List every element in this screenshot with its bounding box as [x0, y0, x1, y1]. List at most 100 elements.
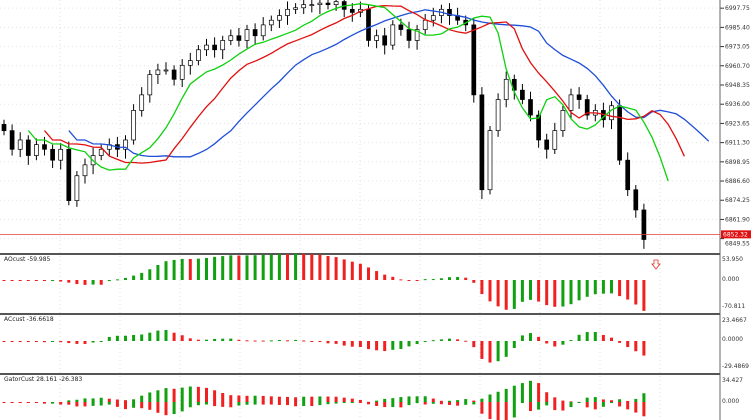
ac-bar [18, 341, 22, 342]
ao-bar [626, 280, 630, 300]
gator-upper-bar [213, 390, 217, 402]
gator-lower-bar [464, 402, 468, 405]
price-axis-label: 6874.25 [725, 197, 750, 204]
candle-bull [414, 29, 420, 41]
ao-bar [253, 255, 257, 280]
ac-bar [553, 341, 557, 347]
gator-upper-bar [188, 386, 192, 402]
candle-bear [520, 89, 525, 100]
ac-bar [148, 332, 152, 341]
ac-bar [286, 340, 289, 342]
candle-bull [552, 130, 558, 150]
gator-upper-bar [472, 400, 476, 402]
ao-bar [342, 259, 346, 280]
gator-upper-bar [383, 398, 387, 402]
gator-lower-bar [196, 402, 200, 406]
gator-upper-bar [107, 398, 111, 402]
gator-upper-bar [156, 390, 160, 402]
candle-bear [252, 29, 258, 37]
gator-upper-bar [391, 398, 395, 402]
candle-bull [34, 144, 39, 156]
ao-bar [172, 259, 176, 280]
candle-bull [333, 1, 339, 6]
candle-bull [422, 19, 428, 30]
ac-bar [180, 335, 184, 341]
candle-bull [228, 35, 234, 41]
ao-bar [448, 277, 451, 280]
ac-bar [496, 341, 500, 362]
gator-upper-bar [91, 398, 95, 402]
gator-lower-bar [415, 402, 419, 404]
gator-lower-bar [423, 402, 427, 405]
ac-bar [188, 338, 192, 341]
current-price-tag [721, 230, 751, 239]
ao-bar [431, 279, 435, 281]
candle-bear [633, 189, 639, 211]
candle-bull [285, 8, 290, 16]
gator-lower-bar [140, 402, 144, 409]
ac-bar [464, 340, 468, 342]
ac-bar [67, 341, 71, 344]
gator-upper-bar [480, 398, 484, 402]
gator-lower-bar [302, 402, 306, 407]
ac-bar [601, 334, 605, 341]
ac-bar [383, 341, 387, 352]
ac-bar [512, 341, 516, 349]
candle-bear [236, 35, 242, 41]
gator-lower-bar [626, 402, 630, 410]
ao-label: AOcust -59.985 [4, 256, 51, 263]
gator-lower-bar [504, 402, 508, 420]
gator-lower-bar [188, 402, 192, 408]
candle-bull [147, 74, 153, 96]
gator-upper-bar [132, 399, 136, 402]
price-axis-label: 6973.05 [725, 44, 750, 51]
candle-bear [641, 209, 647, 240]
ao-bar [496, 280, 500, 307]
gator-lower-bar [261, 402, 265, 405]
ao-bar [520, 280, 524, 302]
gator-lower-bar [585, 402, 589, 408]
gator-lower-bar [91, 402, 95, 406]
gator-lower-bar [342, 402, 346, 403]
gator-lower-bar [164, 402, 168, 416]
ao-bar [561, 280, 565, 307]
ao-bar [326, 256, 330, 280]
ao-bar [164, 261, 168, 280]
candle-bear [406, 29, 412, 41]
ao-bar [318, 254, 322, 280]
candle-bear [382, 35, 388, 46]
ac-bar [43, 341, 46, 343]
ac-bar [480, 341, 484, 359]
ao-bar [601, 280, 605, 294]
ac-bar [107, 336, 111, 341]
ac-bar [326, 341, 330, 344]
ao-bar [51, 280, 55, 282]
candle-bull [268, 19, 274, 26]
ac-bar [626, 341, 630, 348]
price-axis-label: 6936.00 [725, 101, 750, 108]
sell-arrow-icon [651, 259, 661, 270]
ac-bar [618, 341, 622, 343]
ao-bar [593, 280, 597, 295]
gator-lower-bar [237, 402, 241, 406]
current-price-text: 6852.32 [723, 231, 748, 238]
ao-bar [237, 255, 241, 280]
price-axis-label: 6886.60 [725, 178, 750, 185]
candle-bull [568, 94, 574, 111]
ac-axis-zero: 0.0000 [722, 336, 743, 343]
ao-bar [391, 276, 395, 280]
candle-bull [98, 148, 104, 156]
ao-bar [59, 280, 63, 282]
candle-bull [74, 175, 80, 201]
gator-lower-bar [496, 402, 500, 420]
ac-bar [196, 339, 200, 341]
candle-bear [42, 144, 47, 150]
gator-upper-bar [431, 398, 435, 402]
gator-upper-bar [229, 395, 233, 402]
ao-bar [132, 275, 136, 280]
candle-bull [317, 2, 323, 6]
gator-lower-bar [172, 402, 176, 415]
candle-bear [25, 139, 31, 156]
candle-bull [17, 139, 23, 150]
candle-bull [131, 110, 136, 141]
